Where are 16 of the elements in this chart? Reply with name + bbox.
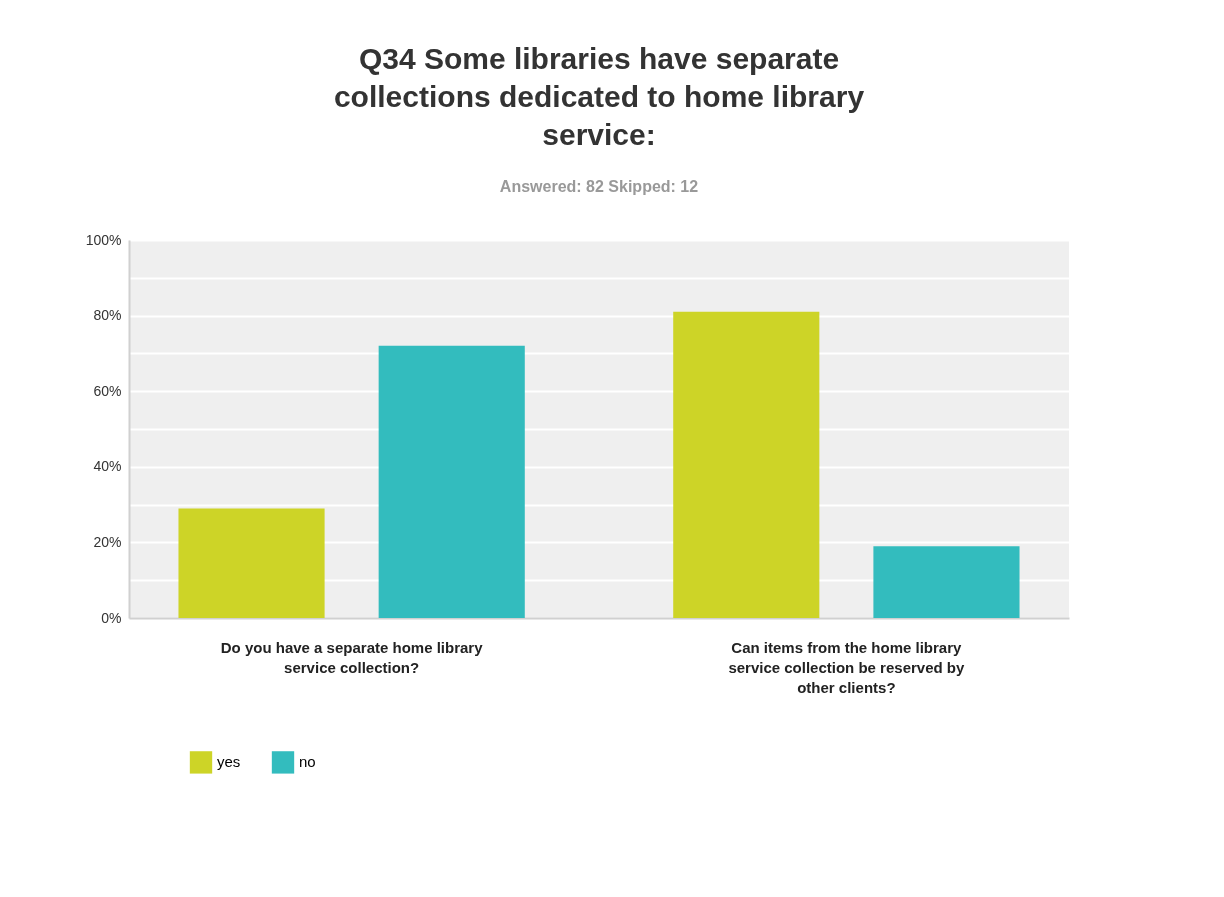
y-tick-label: 40% bbox=[93, 458, 122, 475]
bar bbox=[673, 311, 820, 618]
legend-label: no bbox=[299, 753, 316, 771]
bar bbox=[178, 508, 325, 618]
x-tick-label: Do you have a separate home library service collection? bbox=[220, 638, 484, 676]
x-tick-label: Can items from the home library service collection be reserved by other clients? bbox=[728, 638, 965, 696]
y-tick-label: 100% bbox=[85, 231, 122, 248]
y-tick-label: 80% bbox=[93, 307, 122, 324]
y-tick-label: 60% bbox=[93, 382, 122, 399]
bar bbox=[873, 546, 1020, 618]
legend-label: yes bbox=[217, 753, 241, 771]
chart-subtitle: Answered: 82 Skipped: 12 bbox=[499, 178, 699, 195]
y-tick-label: 0% bbox=[101, 609, 122, 626]
y-tick-label: 20% bbox=[93, 533, 122, 550]
chart-title: Q34 Some libraries have separate collections dedicated to home library service: bbox=[333, 42, 865, 151]
bar bbox=[378, 345, 525, 618]
